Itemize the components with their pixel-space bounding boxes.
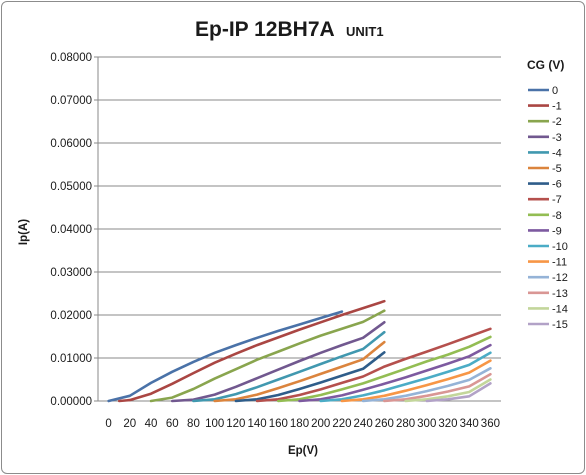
legend-label: -1: [552, 101, 562, 113]
y-tick-label: 0.06000: [50, 138, 92, 150]
legend-label: -10: [552, 241, 568, 253]
x-tick-label: 320: [438, 418, 457, 430]
y-tick-label: 0.05000: [50, 181, 92, 193]
series-line-cg-m9: [298, 343, 492, 403]
series-line-cg-m10: [319, 351, 492, 403]
y-tick-label: 0.07000: [50, 95, 92, 107]
x-tick-label: 0: [105, 418, 111, 430]
series-line-cg-m3: [170, 320, 386, 403]
series-line-cg-m8: [276, 335, 492, 403]
x-tick-label: 60: [166, 418, 179, 430]
chart-subtitle: UNIT1: [346, 24, 384, 39]
y-tick-label: 0.08000: [50, 52, 92, 64]
series-line-cg-m2: [149, 309, 386, 403]
x-tick-label: 200: [311, 418, 330, 430]
y-tick-label: 0.04000: [50, 224, 92, 236]
grid-layer: [98, 56, 501, 359]
x-tick-label: 340: [460, 418, 479, 430]
series-line-cg-m13: [382, 372, 492, 403]
legend-label: -14: [552, 303, 568, 315]
legend-label: -9: [552, 225, 562, 237]
x-tick-label: 300: [417, 418, 436, 430]
x-axis-title: Ep(V): [288, 445, 318, 457]
series-line-cg-m15: [425, 382, 492, 403]
series-line-cg-m7: [255, 327, 492, 403]
x-tick-label: 100: [205, 418, 224, 430]
x-tick-label: 80: [187, 418, 200, 430]
legend-label: -11: [552, 257, 567, 269]
series-line-cg-m5: [213, 340, 386, 403]
legend-label: -3: [552, 132, 562, 144]
x-tick-label: 360: [481, 418, 500, 430]
legend-label: -15: [552, 319, 568, 331]
series-line-cg-m11: [340, 359, 492, 403]
x-tick-label: 280: [396, 418, 415, 430]
legend-label: -12: [552, 272, 568, 284]
legend-label: -7: [552, 194, 562, 206]
x-tick-label: 240: [354, 418, 373, 430]
y-tick-label: 0.01000: [50, 353, 92, 365]
legend-label: -5: [552, 163, 562, 175]
x-tick-label: 180: [290, 418, 309, 430]
x-tick-label: 20: [123, 418, 136, 430]
series-line-cg-m14: [404, 378, 492, 403]
legend-label: -4: [552, 147, 562, 159]
y-tick-label: 0.03000: [50, 267, 92, 279]
legend-label: -8: [552, 210, 562, 222]
legend-label: 0: [552, 85, 558, 97]
legend-label: -6: [552, 179, 562, 191]
x-tick-label: 120: [226, 418, 245, 430]
x-tick-label: 40: [145, 418, 158, 430]
y-tick-label: 0.02000: [50, 310, 92, 322]
axis-layer: 0.00000 0.01000 0.02000 0.03000 0.04000 0.050…: [50, 52, 501, 430]
y-tick-label: 0.00000: [50, 396, 92, 408]
series-line-cg-m12: [361, 366, 492, 403]
chart-title: Ep-IP 12BH7A: [195, 18, 335, 41]
legend-title: CG (V): [527, 58, 564, 72]
series-line-cg-m6: [234, 351, 386, 403]
x-tick-label: 260: [375, 418, 394, 430]
legend: 0 -1 -2 -3 -4 -5 -6 -7 -8 -9 -10 -11 -12 -13 -14 -15: [528, 85, 568, 331]
x-tick-label: 160: [269, 418, 288, 430]
series-line-cg-m4: [192, 330, 386, 403]
y-axis-title: Ip(A): [18, 219, 30, 245]
series-line-cg-0: [107, 310, 344, 403]
series-line-cg-m1: [117, 299, 386, 403]
x-tick-label: 220: [332, 418, 351, 430]
legend-label: -13: [552, 288, 568, 300]
series-layer: [107, 299, 492, 403]
legend-label: -2: [552, 116, 562, 128]
x-tick-label: 140: [247, 418, 266, 430]
